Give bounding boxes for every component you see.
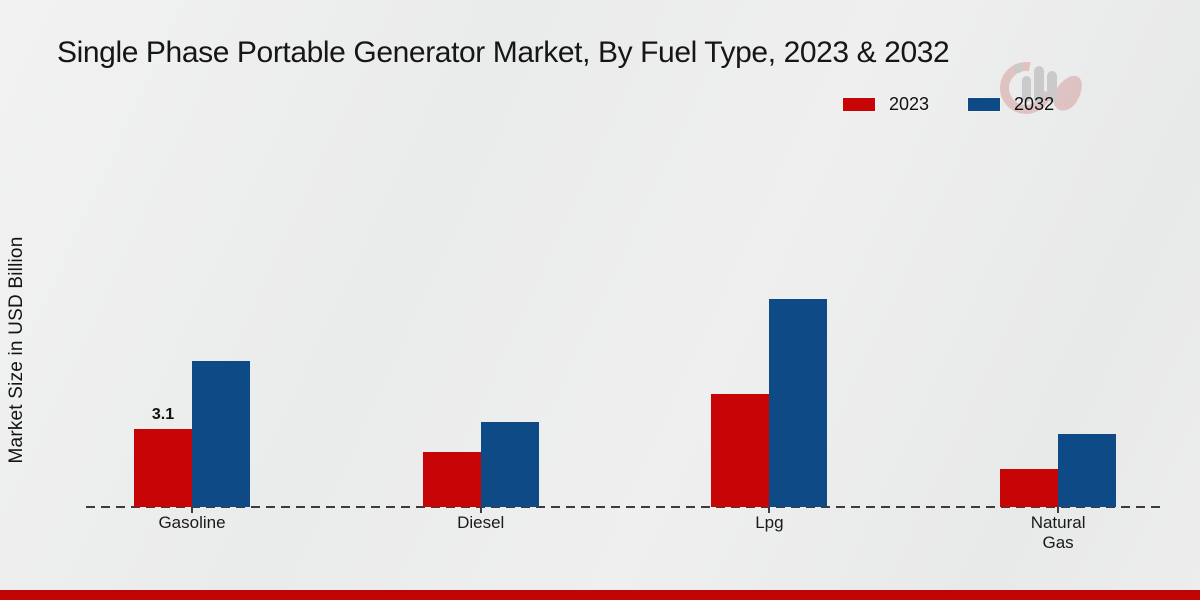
- bar-2032-diesel: [480, 421, 539, 507]
- legend-item-2023: 2023: [842, 94, 929, 115]
- legend: 2023 2032: [842, 94, 1054, 115]
- bar-2032-gasoline: [192, 361, 250, 507]
- category-label-gasoline: Gasoline: [158, 513, 226, 532]
- bar-2032-natural-gas: [1058, 434, 1117, 507]
- category-label-natural-gas: Natural Gas: [1030, 513, 1086, 552]
- bar-2023-natural-gas: [1000, 469, 1059, 507]
- x-axis-baseline: [86, 506, 1163, 508]
- watermark-dot-shape: [1014, 64, 1023, 73]
- bar-2023-gasoline: [134, 429, 192, 507]
- legend-swatch-2023: [842, 97, 876, 112]
- watermark-bar-shape: [1034, 66, 1044, 104]
- x-axis-tick: [768, 507, 771, 513]
- watermark-bar-shape: [1022, 76, 1031, 102]
- legend-item-2032: 2032: [967, 94, 1054, 115]
- bar-2023-diesel: [422, 451, 481, 507]
- category-label-lpg: Lpg: [755, 513, 784, 532]
- x-axis-tick: [191, 507, 193, 513]
- category-label-diesel: Diesel: [457, 513, 505, 532]
- chart-title: Single Phase Portable Generator Market, …: [57, 36, 950, 69]
- x-axis-tick: [1057, 507, 1060, 513]
- bar-value-label: 3.1: [151, 406, 175, 424]
- watermark-bar-shape: [1047, 71, 1057, 102]
- legend-swatch-2032: [967, 97, 1002, 112]
- legend-label: 2023: [889, 94, 930, 114]
- legend-label: 2032: [1014, 94, 1055, 114]
- bar-2023-lpg: [711, 394, 770, 507]
- bar-2032-lpg: [769, 298, 828, 507]
- footer-accent-band: [0, 590, 1200, 600]
- x-axis-tick: [479, 507, 482, 513]
- brand-watermark-icon: [989, 51, 1089, 125]
